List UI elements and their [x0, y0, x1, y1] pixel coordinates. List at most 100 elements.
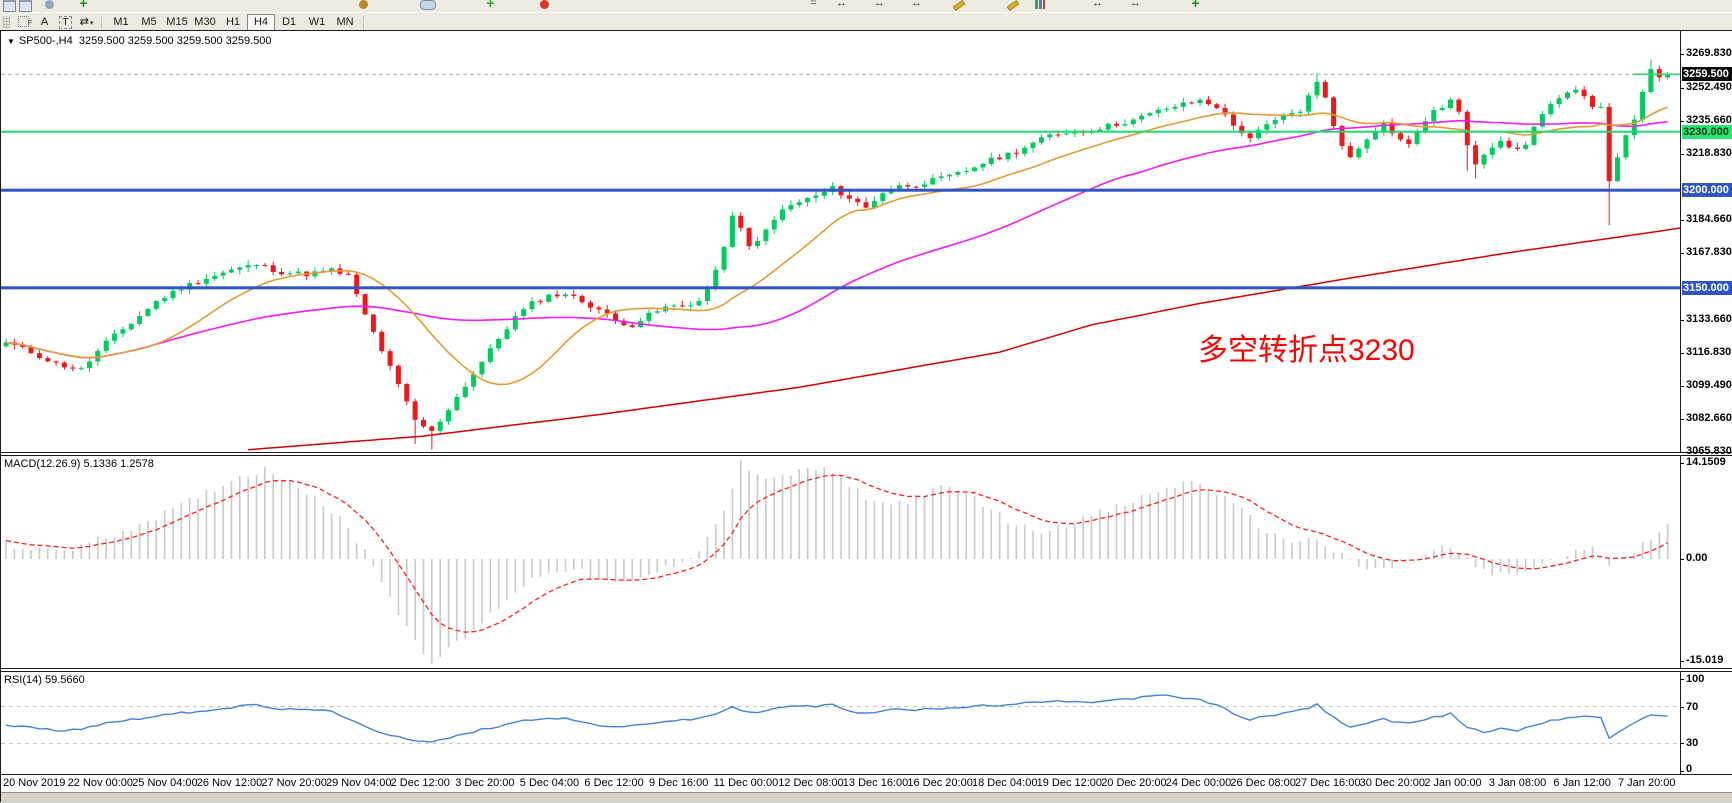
f-label: F — [27, 19, 32, 27]
axis-tick — [1680, 120, 1684, 122]
rsi-axis-border — [1680, 672, 1681, 774]
rsi-tick-label: 0 — [1686, 763, 1693, 775]
draw-line-icon[interactable] — [951, 0, 966, 11]
new-chart-icon[interactable]: + — [79, 0, 88, 11]
axis-tick — [1680, 87, 1684, 89]
buy-arrow-icon[interactable]: + — [486, 0, 495, 11]
rsi-panel[interactable]: RSI(14) 59.5660 100 70 30 0 — [1, 671, 1732, 775]
price-tick-label: 3065.830 — [1686, 445, 1732, 457]
draw-channel-icon[interactable] — [1005, 0, 1020, 11]
timeframe-group: M1 M5 M15 M30 H1 H4 D1 W1 MN — [107, 13, 359, 31]
time-label: 7 Jan 20:00 — [1618, 777, 1676, 789]
period-plus-icon[interactable]: ↔ — [1130, 0, 1141, 9]
chart-title: ▼ SP500-,H4 3259.500 3259.500 3259.500 32… — [7, 35, 272, 47]
toolbar-row-2: F A T ⇄▾ M1 M5 M15 M30 H1 H4 D1 W1 MN — [0, 13, 1732, 31]
window-bottom-strip — [1, 792, 1732, 803]
tile-windows-icon[interactable] — [18, 0, 33, 12]
axis-tick — [1680, 253, 1684, 254]
timeframe-h4[interactable]: H4 — [247, 13, 275, 31]
macd-tick-label: 14.1509 — [1686, 455, 1726, 468]
time-label: 24 Dec 00:00 — [1165, 777, 1232, 789]
macd-tick-label: -15.019 — [1686, 653, 1724, 666]
time-label: 19 Dec 12:00 — [1036, 777, 1103, 789]
axis-tick — [1680, 419, 1684, 421]
price-badge-blue-level: 3200.000 — [1682, 183, 1732, 198]
panel-divider[interactable] — [1, 453, 1732, 455]
time-label: 29 Nov 04:00 — [326, 777, 392, 789]
price-tick-label: 3252.490 — [1686, 80, 1732, 93]
time-label: 26 Dec 08:00 — [1230, 777, 1296, 789]
fibo-box-button[interactable]: F — [14, 14, 33, 31]
axis-tick — [1680, 452, 1684, 453]
add-indicator-icon[interactable]: + — [1191, 0, 1200, 11]
rsi-tick-label: 100 — [1686, 673, 1705, 685]
timeframe-d1[interactable]: D1 — [281, 15, 297, 28]
equalizer-icon[interactable]: = — [810, 0, 817, 9]
time-label: 3 Dec 20:00 — [455, 777, 515, 789]
rsi-tick-label: 30 — [1686, 737, 1699, 750]
time-label: 25 Nov 04:00 — [132, 777, 198, 789]
stop-icon[interactable] — [537, 0, 552, 11]
zoom-out-icon[interactable]: ↔ — [911, 0, 922, 9]
axis-tick — [1680, 706, 1684, 708]
axis-tick — [1680, 743, 1684, 745]
text-label-button[interactable]: A — [40, 15, 49, 28]
time-axis[interactable]: 20 Nov 2019 22 Nov 00:00 25 Nov 04:00 26 No… — [1, 775, 1732, 792]
toolbar-grip[interactable] — [3, 16, 10, 28]
chart-ohlc: 3259.500 3259.500 3259.500 3259.500 — [78, 35, 272, 47]
indicators-icon[interactable] — [1032, 0, 1047, 11]
timeframe-h1[interactable]: H1 — [225, 15, 241, 28]
rsi-chart[interactable] — [1, 672, 1680, 774]
autoscroll-icon[interactable]: ↔ — [836, 0, 847, 9]
price-badge-blue-level: 3150.000 — [1682, 280, 1732, 295]
period-minus-icon[interactable]: ↔ — [1092, 0, 1103, 9]
timeframe-m1[interactable]: M1 — [113, 15, 129, 28]
time-label: 6 Dec 12:00 — [584, 777, 644, 789]
arrows-dropdown-button[interactable]: ⇄▾ — [77, 14, 96, 31]
timeframe-m5[interactable]: M5 — [141, 15, 157, 28]
time-label: 3 Jan 08:00 — [1488, 777, 1547, 789]
timeframe-m30[interactable]: M30 — [194, 15, 216, 28]
text-tool-button[interactable]: T — [56, 14, 75, 31]
dotted-box-icon — [18, 16, 29, 28]
axis-tick — [1680, 352, 1684, 354]
ellipse-tool-icon[interactable] — [420, 0, 436, 11]
macd-chart[interactable] — [1, 456, 1680, 668]
chart-shift-icon[interactable]: ↔ — [874, 0, 885, 9]
time-label: 16 Dec 20:00 — [907, 777, 973, 789]
price-tick-label: 3082.660 — [1686, 412, 1732, 425]
price-chart[interactable] — [1, 31, 1680, 452]
time-label: 2 Jan 00:00 — [1424, 777, 1482, 789]
chart-dropdown-icon[interactable]: ▼ — [7, 37, 15, 46]
zoom-icon[interactable] — [42, 0, 57, 11]
time-label: 5 Dec 04:00 — [519, 777, 580, 789]
price-tick-label: 3099.490 — [1686, 379, 1732, 392]
panel-divider[interactable] — [1, 669, 1732, 671]
macd-label: MACD(12.26.9) 5.1336 1.2578 — [4, 458, 154, 470]
price-tick-label: 3235.660 — [1686, 113, 1732, 126]
timeframe-m15[interactable]: M15 — [166, 15, 188, 28]
price-tick-label: 3184.660 — [1686, 213, 1732, 226]
toolbar-separator — [101, 15, 103, 29]
time-label: 27 Nov 20:00 — [261, 777, 327, 789]
time-label: 30 Dec 20:00 — [1359, 777, 1426, 789]
timeframe-mn[interactable]: MN — [336, 15, 354, 28]
fibonacci-icon[interactable] — [356, 0, 371, 11]
toolbar-row-1: + + = ↔ ↔ ↔ ↔ ↔ + — [0, 0, 1732, 13]
price-axis-border — [1680, 31, 1681, 452]
time-label: 13 Dec 16:00 — [842, 777, 909, 789]
macd-panel[interactable]: MACD(12.26.9) 5.1336 1.2578 14.1509 0.00 -… — [1, 455, 1732, 669]
axis-tick — [1680, 319, 1684, 321]
timeframe-w1[interactable]: W1 — [308, 15, 326, 28]
price-tick-label: 3269.830 — [1686, 47, 1732, 59]
macd-tick-label: 0.00 — [1686, 552, 1708, 564]
time-label: 18 Dec 04:00 — [972, 777, 1038, 789]
toolbar-separator — [363, 15, 365, 29]
price-panel[interactable]: ▼ SP500-,H4 3259.500 3259.500 3259.500 32… — [1, 31, 1732, 457]
axis-tick — [1680, 771, 1684, 772]
chart-window-icon[interactable] — [2, 0, 17, 12]
axis-tick — [1680, 462, 1684, 464]
chart-window: ▼ SP500-,H4 3259.500 3259.500 3259.500 32… — [0, 30, 1732, 803]
time-label: 26 Nov 12:00 — [196, 777, 263, 789]
time-label: 11 Dec 00:00 — [713, 777, 779, 789]
